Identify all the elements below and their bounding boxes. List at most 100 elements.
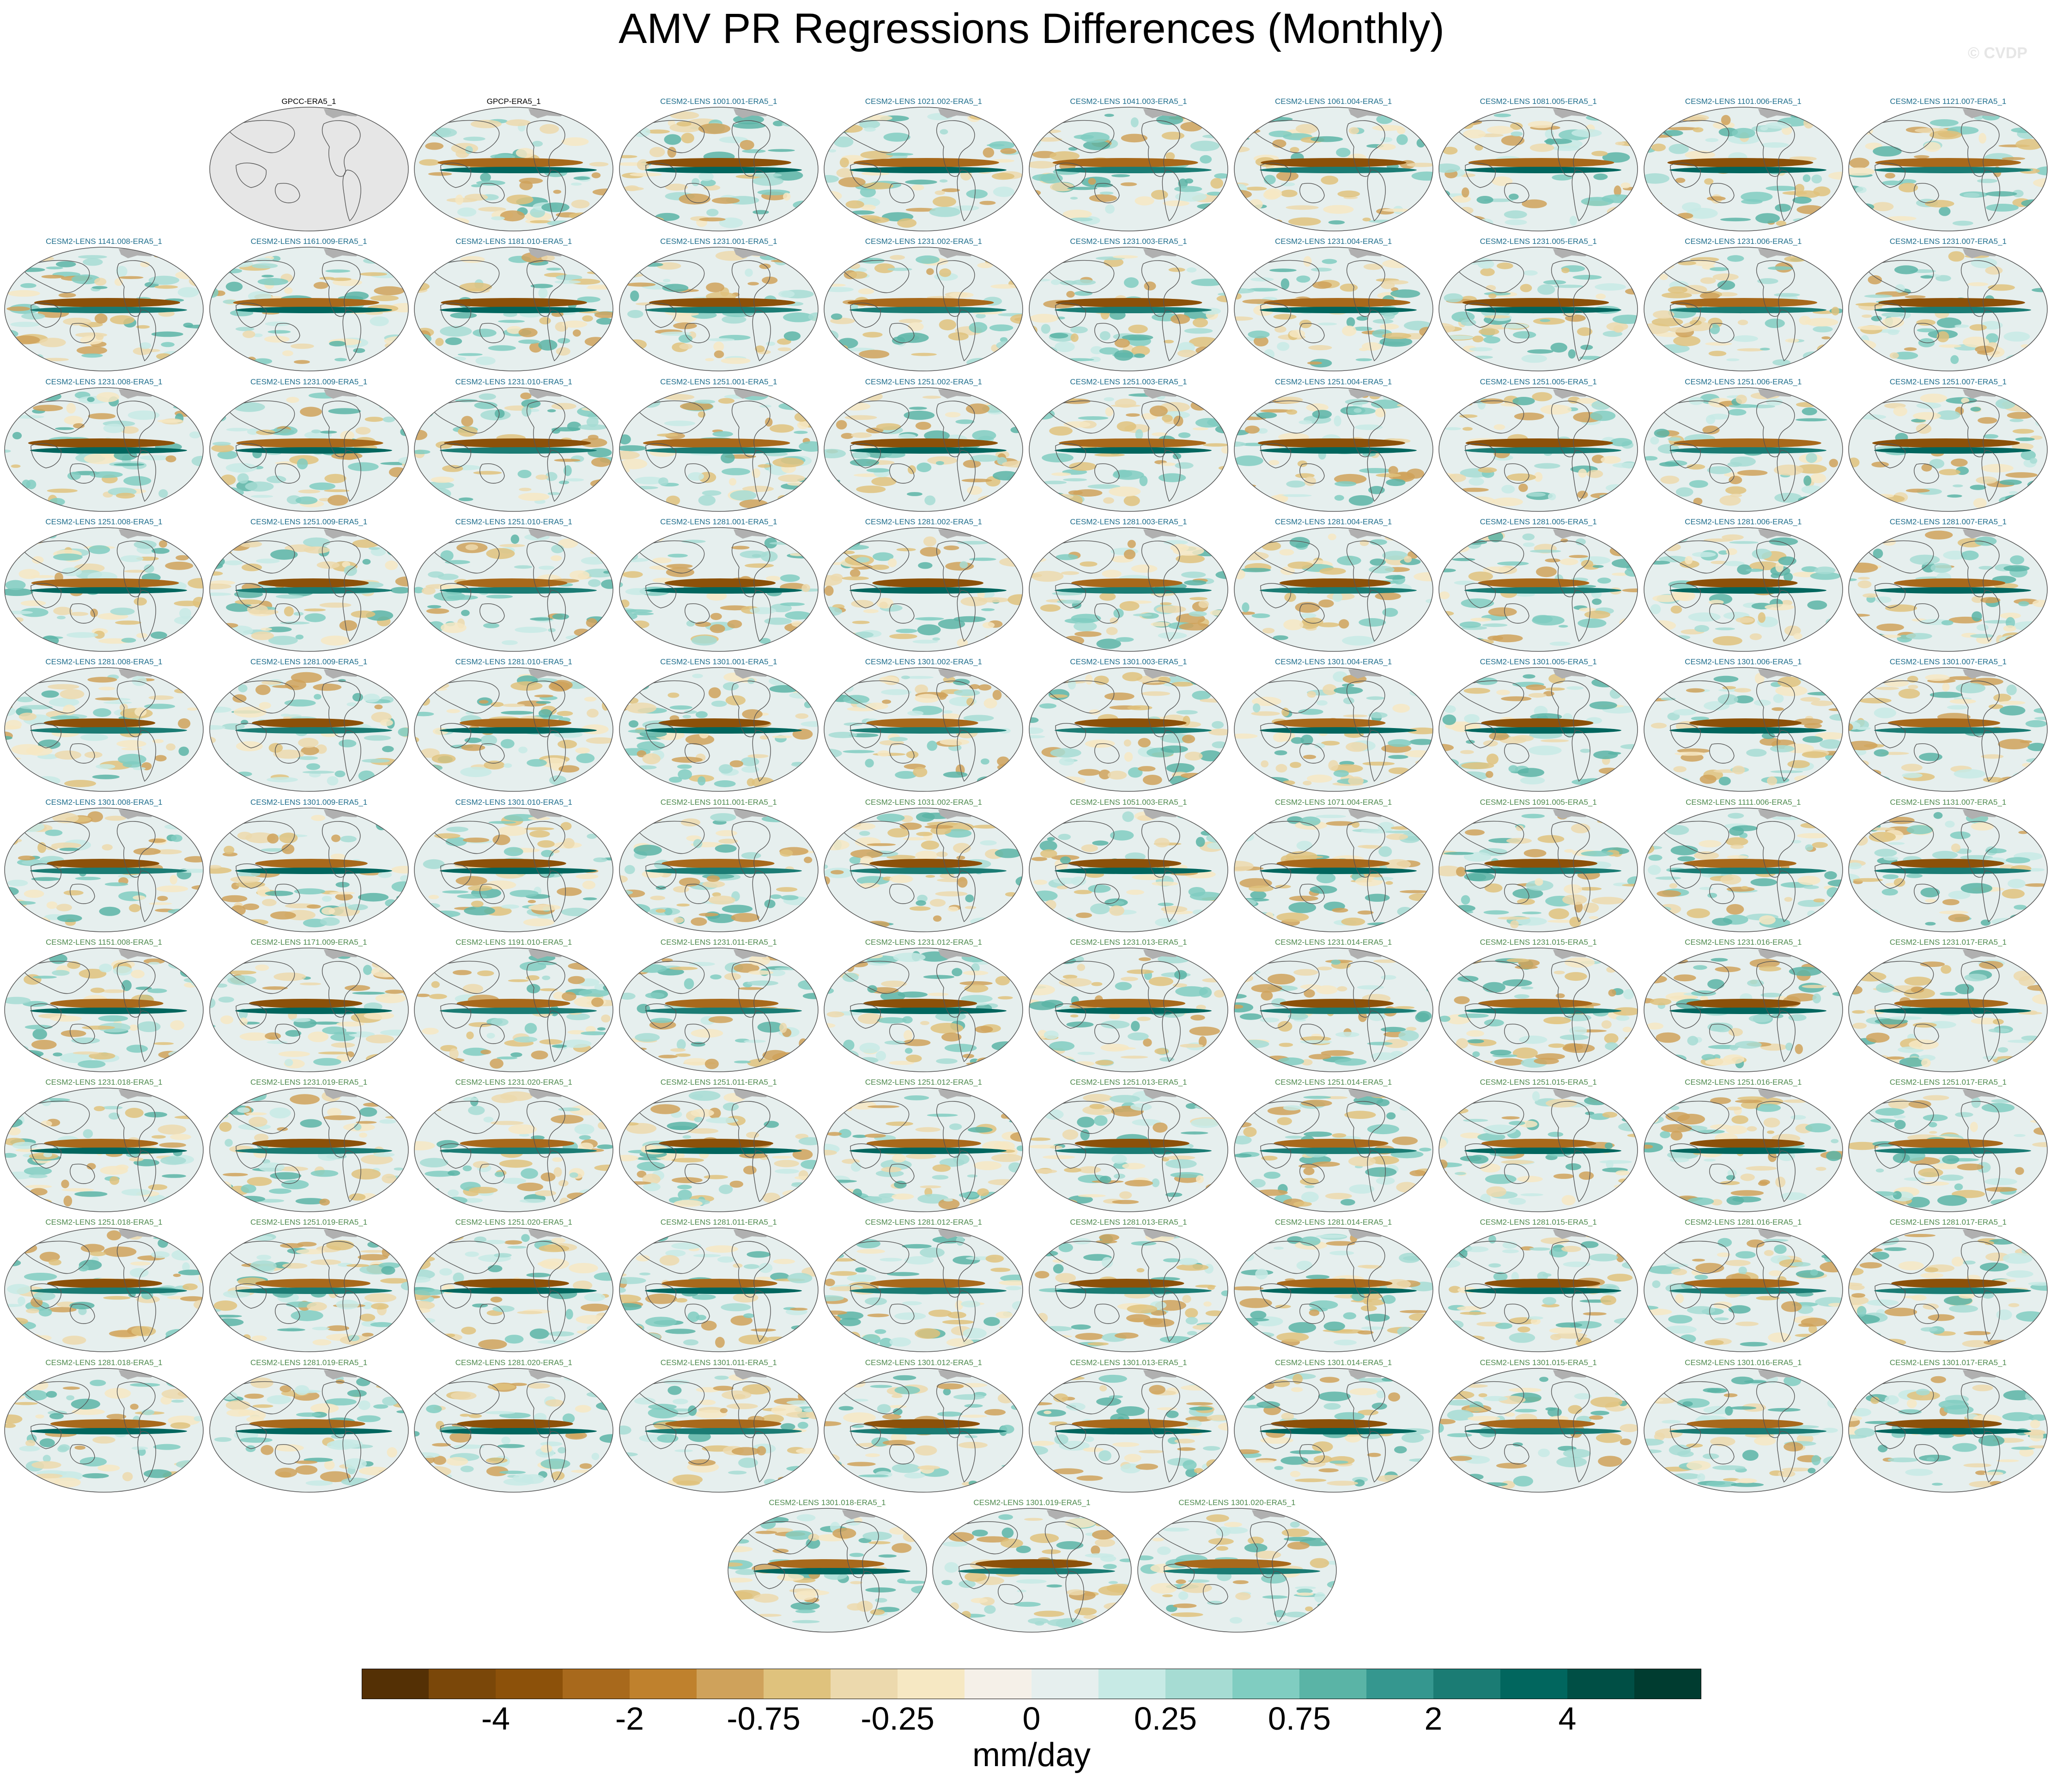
wet-anomaly-band [1669,307,1826,314]
map-panel: CESM2-LENS 1231.007-ERA5_1 [1846,237,2050,376]
anomaly-patch [1050,279,1061,286]
anomaly-patch [1177,814,1205,819]
anomaly-patch [586,286,613,290]
anomaly-patch [139,342,152,349]
coastline [21,260,90,293]
anomaly-patch [1127,705,1153,711]
anomaly-patch [581,557,607,565]
anomaly-patch [676,903,690,906]
anomaly-patch [1315,814,1346,818]
anomaly-patch [464,737,482,743]
panel-title: CESM2-LENS 1151.008-ERA5_1 [46,937,162,947]
anomaly-patch [706,209,719,217]
anomaly-patch [1536,566,1557,577]
map-border [1029,387,1228,512]
anomaly-patch [1737,320,1748,326]
map-border [1644,247,1843,372]
anomaly-patch [1031,675,1059,683]
anomaly-patch [963,459,981,468]
anomaly-patch [979,200,996,205]
anomaly-patch [310,814,325,821]
anomaly-patch [2020,349,2048,358]
anomaly-patch [795,909,816,919]
anomaly-patch [1011,265,1023,272]
anomaly-patch [981,758,990,765]
map-plot [619,527,819,652]
anomaly-patch [1180,121,1203,132]
anomaly-patch [609,885,613,895]
coastline [322,400,361,457]
anomaly-patch [12,431,22,439]
anomaly-patch [88,545,110,554]
anomaly-patch [1255,214,1266,224]
coastline [1865,820,1934,854]
anomaly-patch [883,133,911,142]
anomaly-patch [849,856,862,864]
anomaly-patch [442,465,463,472]
anomaly-patch [255,964,269,971]
anomaly-patch [1056,554,1078,560]
anomaly-patch [1675,487,1693,497]
anomaly-patch [87,811,103,822]
anomaly-patch [1906,873,1923,878]
anomaly-patch [382,746,394,753]
anomaly-patch [777,338,791,345]
coastline [936,820,975,878]
anomaly-patch [1317,322,1337,326]
anomaly-patch [2015,437,2035,441]
coastline [70,743,95,764]
anomaly-patch [1173,546,1204,556]
anomaly-patch [218,996,234,1002]
anomaly-patch [897,218,917,228]
anomaly-patch [679,877,700,887]
anomaly-patch [983,147,995,158]
anomaly-patch [2024,678,2037,681]
anomaly-patch [1969,324,1987,331]
anomaly-patch [926,268,934,275]
anomaly-patch [431,754,456,764]
anomaly-patch [423,115,443,124]
anomaly-patch [1795,184,1804,193]
anomaly-patch [778,402,811,410]
anomaly-patch [1977,624,1989,631]
anomaly-patch [1340,284,1358,292]
anomaly-patch [1299,620,1319,629]
anomaly-patch [46,901,58,909]
anomaly-patch [913,767,928,778]
anomaly-patch [1099,347,1119,355]
anomaly-patch [414,635,426,646]
anomaly-patch [602,700,610,711]
map-border [209,107,409,231]
anomaly-patch [374,705,382,710]
anomaly-patch [780,602,805,606]
anomaly-patch [1371,399,1403,409]
dry-anomaly-band [1878,298,2026,308]
wet-anomaly-band [1055,867,1212,874]
anomaly-patch [1936,410,1961,420]
anomaly-patch [370,295,399,302]
anomaly-patch [837,215,845,220]
anomaly-patch [1174,186,1202,192]
map-plot [209,387,409,512]
anomaly-patch [88,413,116,419]
panel-title: CESM2-LENS 1281.003-ERA5_1 [1070,517,1187,526]
anomaly-patch [1823,633,1843,644]
anomaly-patch [1358,618,1386,627]
wet-anomaly-band [1464,167,1622,173]
anomaly-patch [1348,495,1374,506]
map-panel: CESM2-LENS 1251.003-ERA5_1 [1027,377,1230,516]
anomaly-patch [824,175,839,183]
anomaly-patch [1351,821,1359,828]
anomaly-patch [831,313,843,320]
anomaly-patch [969,112,988,120]
coastline [1660,120,1729,153]
anomaly-patch [1734,688,1751,693]
anomaly-patch [210,486,244,498]
map-plot [414,948,613,1072]
wet-anomaly-band [30,587,187,594]
anomaly-patch [530,617,553,621]
map-plot [1848,667,2048,792]
coastline [1914,323,1940,344]
anomaly-patch [1361,342,1382,351]
anomaly-patch [887,267,913,271]
